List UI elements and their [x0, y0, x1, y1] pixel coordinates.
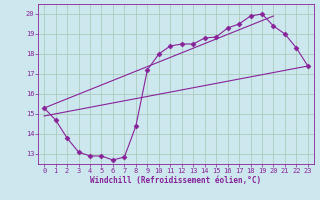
X-axis label: Windchill (Refroidissement éolien,°C): Windchill (Refroidissement éolien,°C)	[91, 176, 261, 185]
